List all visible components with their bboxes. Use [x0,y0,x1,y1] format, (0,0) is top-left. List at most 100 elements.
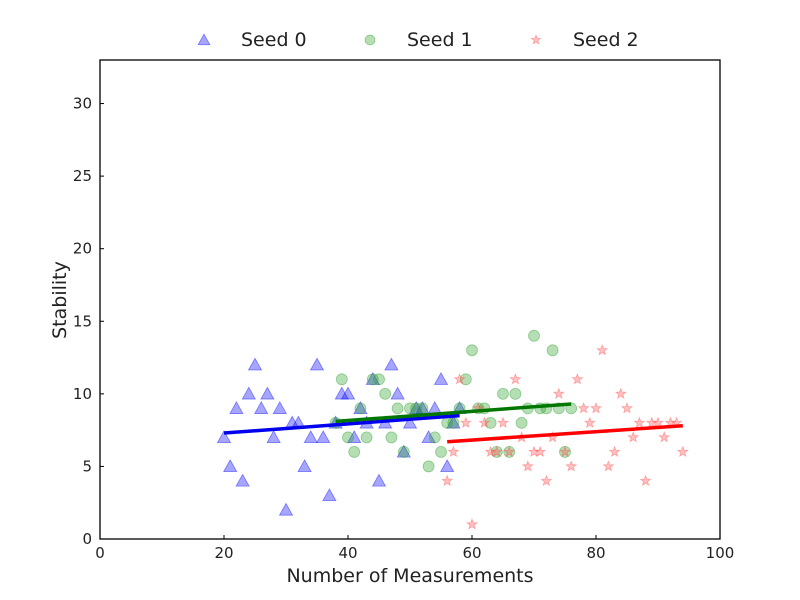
data-point [396,444,411,458]
data-point [466,344,478,357]
data-point [422,460,435,473]
data-point [490,446,503,458]
data-point [235,473,250,487]
legend-label: Seed 2 [573,29,639,51]
data-point [441,474,454,487]
data-point [559,446,571,458]
data-point [645,416,658,429]
data-point [465,518,479,530]
data-point [596,343,609,356]
x-tick-label: 40 [338,544,357,562]
data-point [322,488,337,502]
trend-layer [223,402,683,444]
data-point [384,357,399,371]
data-point [379,387,392,400]
plot-area [99,59,721,540]
data-point [391,402,404,415]
x-tick-label: 100 [706,544,735,562]
data-point [558,445,572,458]
legend-label: Seed 0 [241,29,307,51]
legend-item: Seed 0 [197,29,307,51]
data-point [254,401,269,414]
data-point [620,402,634,414]
data-point [446,415,461,429]
data-point [459,373,472,386]
data-point [416,402,429,415]
data-point [266,430,281,443]
data-point [589,402,603,414]
data-point [676,445,689,458]
data-point [433,372,449,385]
data-point [348,446,361,458]
data-point [503,445,516,458]
data-point [484,416,497,429]
data-point [658,431,671,443]
y-tick-label: 25 [73,167,92,185]
data-point [484,445,497,458]
data-point [447,416,460,429]
data-point [353,401,368,414]
data-point [496,416,510,429]
series-0-trend-line [223,413,460,435]
y-tick-label: 15 [73,312,92,330]
y-tick-labels: 0 5 10 15 20 25 30 [73,95,104,548]
legend-item: Seed 2 [530,29,639,51]
data-point [316,430,331,443]
data-point [453,372,466,385]
data-point [334,386,349,400]
data-point [421,430,436,443]
data-point [497,387,509,400]
data-point [342,431,354,444]
legend-label: Seed 1 [407,29,473,51]
data-point [440,459,455,473]
data-point [577,402,590,414]
legend: Seed 0 Seed 1 Seed 2 [197,29,639,51]
data-point [366,373,379,386]
data-point [602,460,615,472]
data-point [571,372,584,385]
data-point [241,386,256,400]
x-tick-label: 0 [95,544,105,562]
legend-marker [197,33,211,46]
data-point [373,373,385,386]
data-point [272,401,287,414]
data-point [490,445,503,458]
data-point [360,431,373,444]
data-point [404,402,416,415]
data-point [509,387,522,400]
data-point [278,502,294,516]
series-0-points [216,357,467,516]
x-tick-label: 20 [214,544,233,562]
data-point [303,430,318,443]
data-point [435,446,447,458]
data-point [459,416,472,429]
data-point [527,445,541,458]
data-point [633,416,646,429]
data-point [428,431,441,444]
y-tick-label: 0 [82,530,92,548]
data-point [347,430,362,443]
x-tick-label: 60 [462,544,481,562]
data-point [552,387,565,399]
data-point [390,386,405,400]
y-axis-label: Stability [49,261,71,339]
data-point [216,430,232,443]
series-2-trend-line [447,424,683,444]
legend-marker [364,34,376,46]
data-point [247,357,263,371]
data-point [651,416,665,429]
data-point [447,445,460,458]
data-point [365,372,380,385]
data-point [521,460,534,472]
y-tick-label: 30 [73,95,92,113]
data-point [546,344,559,357]
data-point [528,329,540,342]
x-tick-labels: 0 20 40 60 80 100 [95,535,734,562]
data-point [583,416,596,429]
data-point [565,460,578,472]
x-axis-label: Number of Measurements [286,565,533,587]
series-1-trend-line [335,402,572,424]
data-point [478,416,491,429]
axes-frame [99,59,721,540]
